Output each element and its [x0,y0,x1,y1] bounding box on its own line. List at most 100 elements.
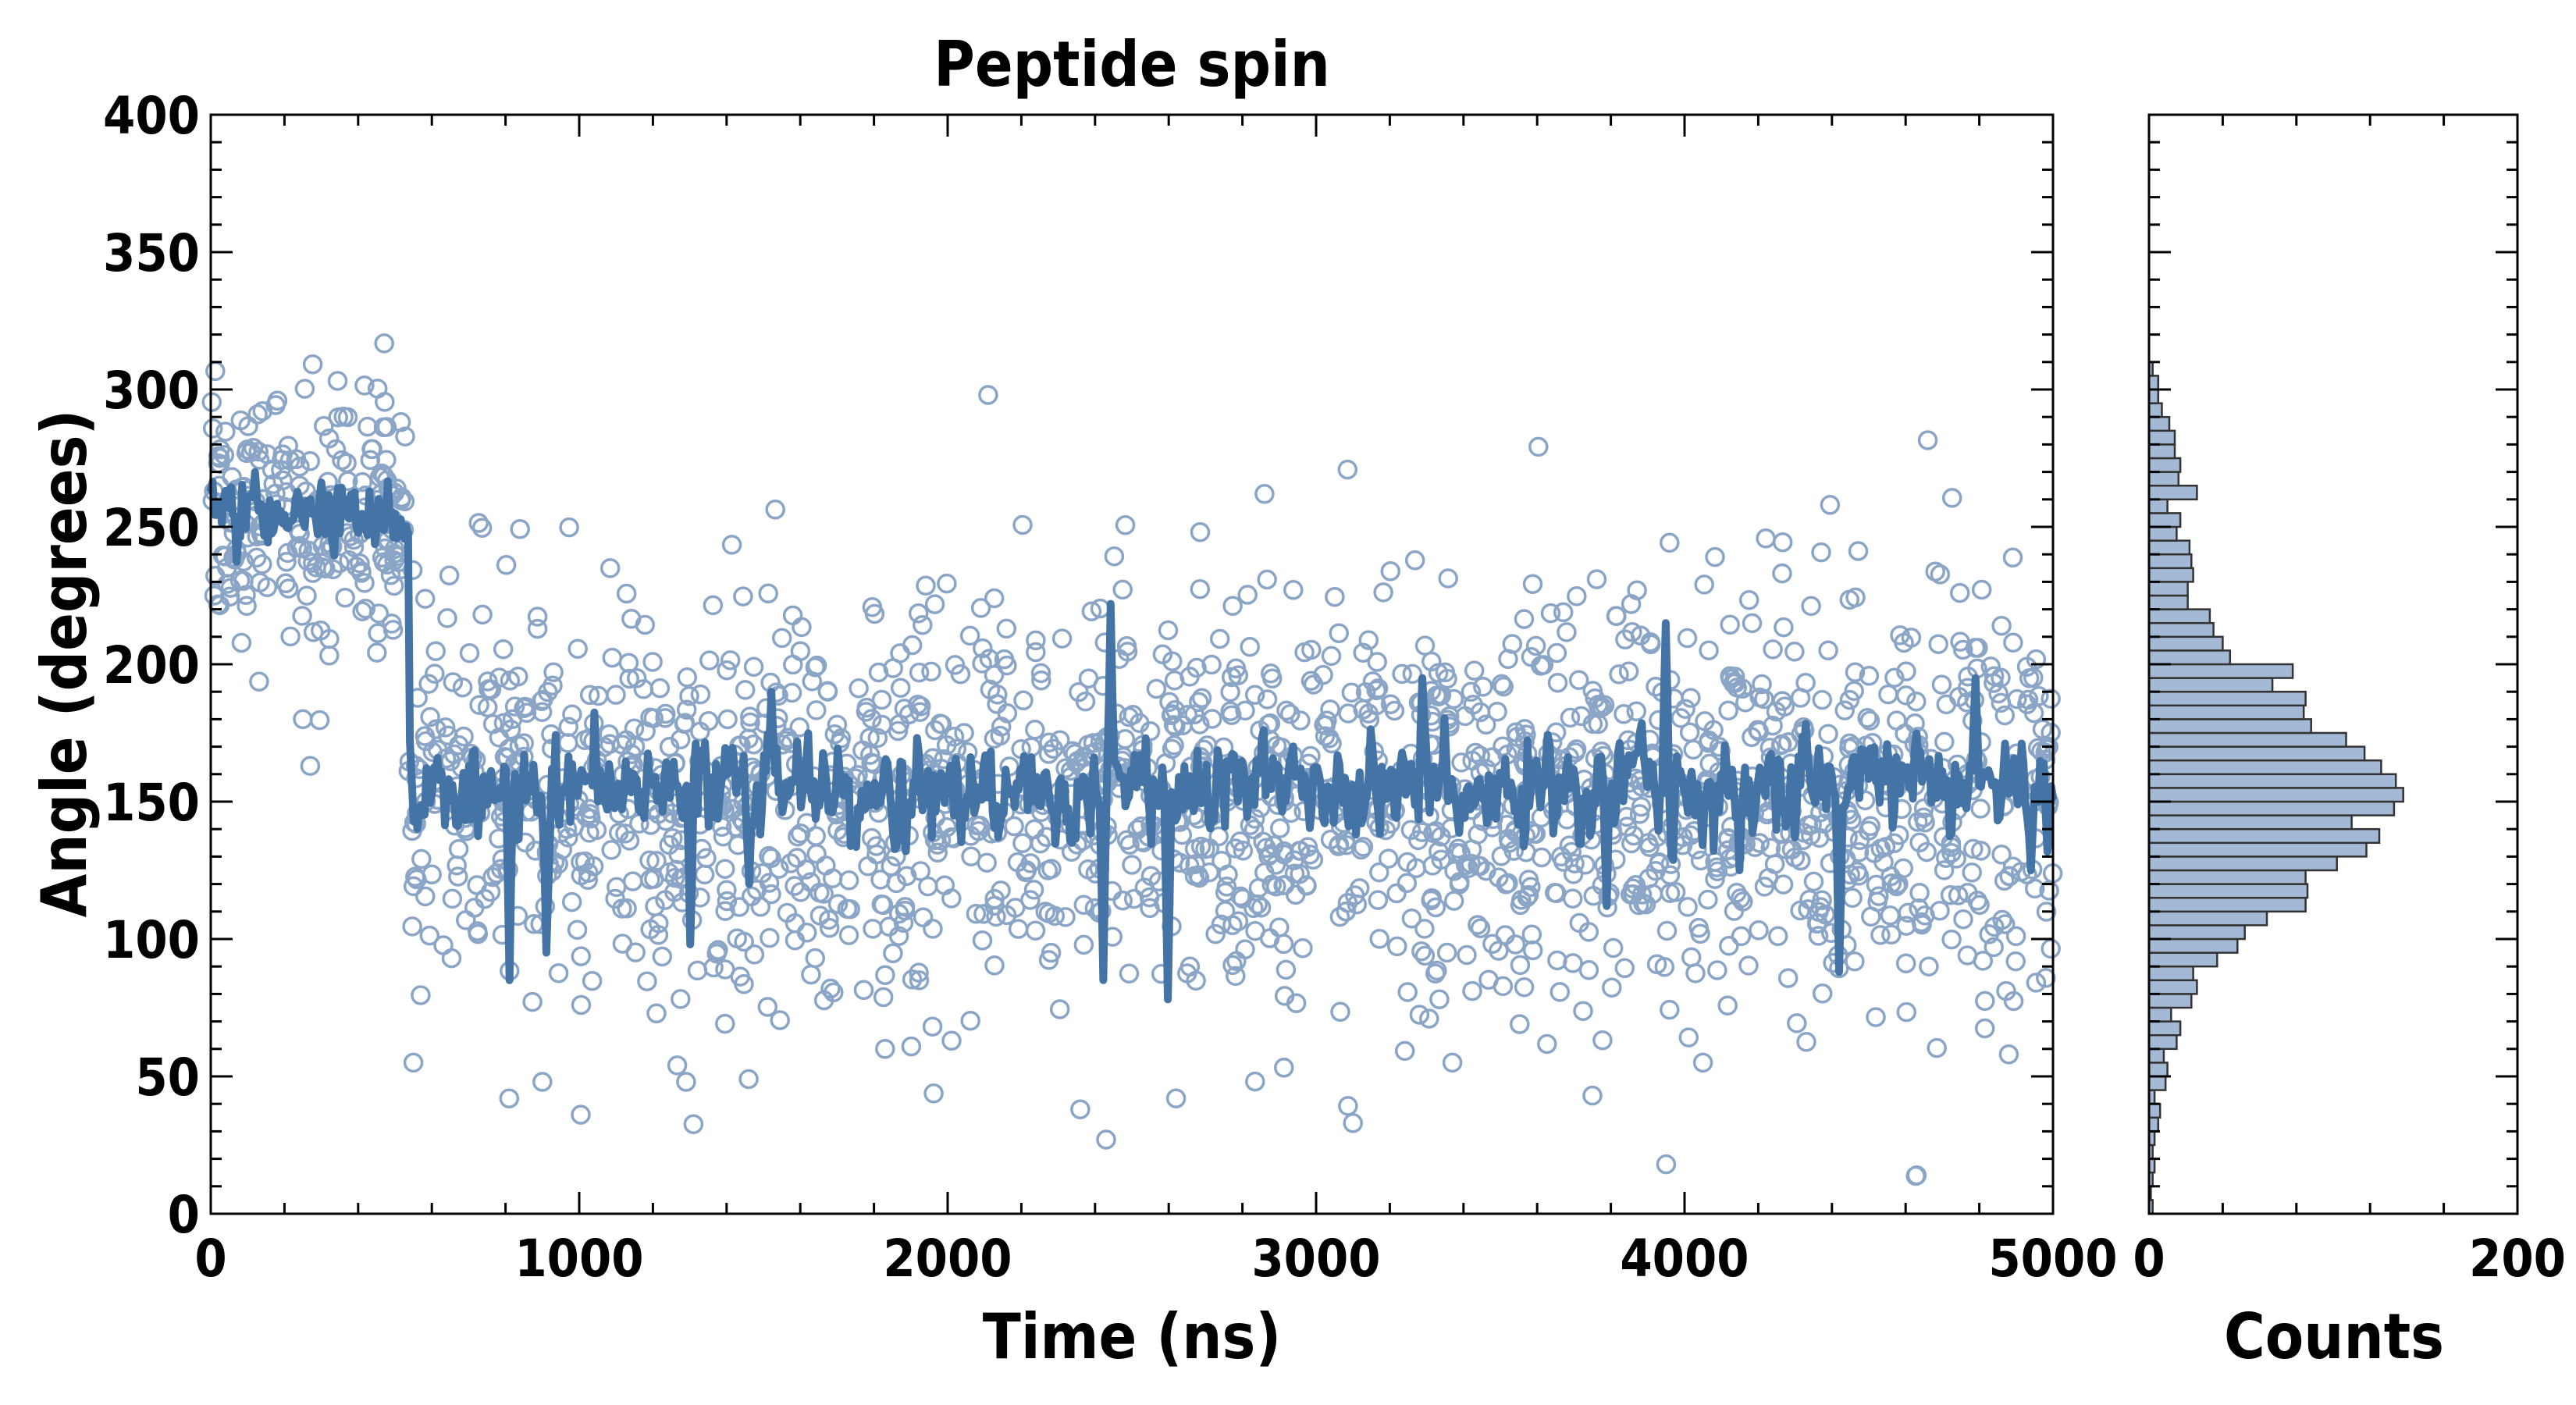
scatter-point [1190,836,1212,857]
scatter-point [1493,676,1514,697]
scatter-point [1163,715,1184,735]
scatter-point [1586,569,1607,589]
scatter-point [1660,865,1681,885]
scatter-point [267,390,288,411]
scatter-point [360,450,381,471]
scatter-point [1660,999,1680,1020]
scatter-point [1683,739,1703,760]
scatter-point [717,660,737,681]
scatter-point [743,656,764,678]
scatter-point [1251,898,1272,918]
scatter-point [838,870,859,891]
scatter-point [532,1072,553,1092]
scatter-point [315,558,336,579]
scatter-point [425,663,445,684]
scatter-point [910,696,931,717]
scatter-point [1895,953,1916,973]
scatter-point [1184,866,1205,886]
scatter-point [1812,984,1833,1004]
scatter-point [970,816,991,836]
scatter-point [941,1030,962,1051]
scatter-point [922,1016,943,1037]
scatter-point [1909,882,1930,903]
scatter-point [571,1104,591,1125]
scatter-point [1498,873,1518,894]
scatter-point [1958,882,1978,903]
scatter-point [973,904,994,924]
scatter-point [1116,830,1137,850]
scatter-point [1996,980,2016,1001]
scatter-point [1707,960,1727,980]
scatter-point [1380,561,1401,582]
histogram-bar [2147,910,2268,927]
scatter-point [1547,672,1568,693]
scatter-point [1297,837,1318,857]
scatter-point [2027,738,2048,759]
scatter-point [787,848,807,868]
scatter-point [1211,914,1232,935]
scatter-point [1425,897,1446,918]
scatter-point [918,876,938,897]
scatter-point [1812,689,1833,710]
histogram-bar [2147,635,2224,652]
scatter-point [698,711,719,731]
scatter-point [996,618,1017,639]
scatter-point [443,672,464,692]
scatter-point [984,955,1005,976]
scatter-point [1719,935,1739,956]
scatter-point [1038,744,1059,764]
scatter-point [1493,736,1513,756]
scatter-point [879,916,899,937]
scatter-point [1353,642,1373,663]
scatter-point [765,500,785,520]
scatter-point [871,689,892,710]
scatter-point [1941,842,1962,863]
scatter-point [1177,963,1197,984]
scatter-point [1429,989,1450,1009]
scatter-point [1742,727,1762,748]
scatter-point [1720,614,1740,635]
scatter-point [888,903,909,924]
scatter-point [717,891,738,912]
scatter-point [1427,960,1447,981]
scatter-point [1614,704,1634,724]
scatter-point [1325,586,1345,607]
scatter-point [443,744,464,765]
scatter-point [1436,942,1457,963]
scatter-point [303,563,323,583]
scatter-point [568,638,588,659]
scatter-point [1414,919,1435,939]
scatter-point [1146,678,1167,699]
scatter-point [635,614,656,635]
scatter-point [1834,700,1855,720]
histogram-bar [2147,1048,2165,1064]
scatter-point [1690,850,1711,871]
scatter-point [442,888,463,909]
histogram-x-axis-label: Counts [2224,1300,2444,1373]
scatter-point [1522,574,1543,594]
scatter-point [1772,563,1792,584]
scatter-point [2026,973,2047,993]
scatter-point [1329,834,1350,855]
scatter-point [1209,628,1230,649]
scatter-point [813,884,834,904]
scatter-point [1075,691,1096,712]
scatter-point [354,375,375,396]
scatter-point [1115,514,1136,535]
scatter-point [1941,929,1962,950]
histogram-bar [2147,869,2307,885]
scatter-point [382,614,402,634]
scatter-point [1809,902,1829,922]
scatter-point [1165,1088,1187,1108]
scatter-point [1226,658,1247,679]
scatter-point [720,650,741,670]
histogram-bar [2147,965,2194,982]
scatter-point [901,1036,922,1057]
scatter-point [402,560,423,581]
scatter-point [1603,937,1624,959]
scatter-point [548,962,569,984]
scatter-point [1123,888,1144,909]
scatter-point [997,655,1017,676]
x-axis-label: Time (ns) [983,1300,1282,1373]
scatter-point [735,680,756,700]
